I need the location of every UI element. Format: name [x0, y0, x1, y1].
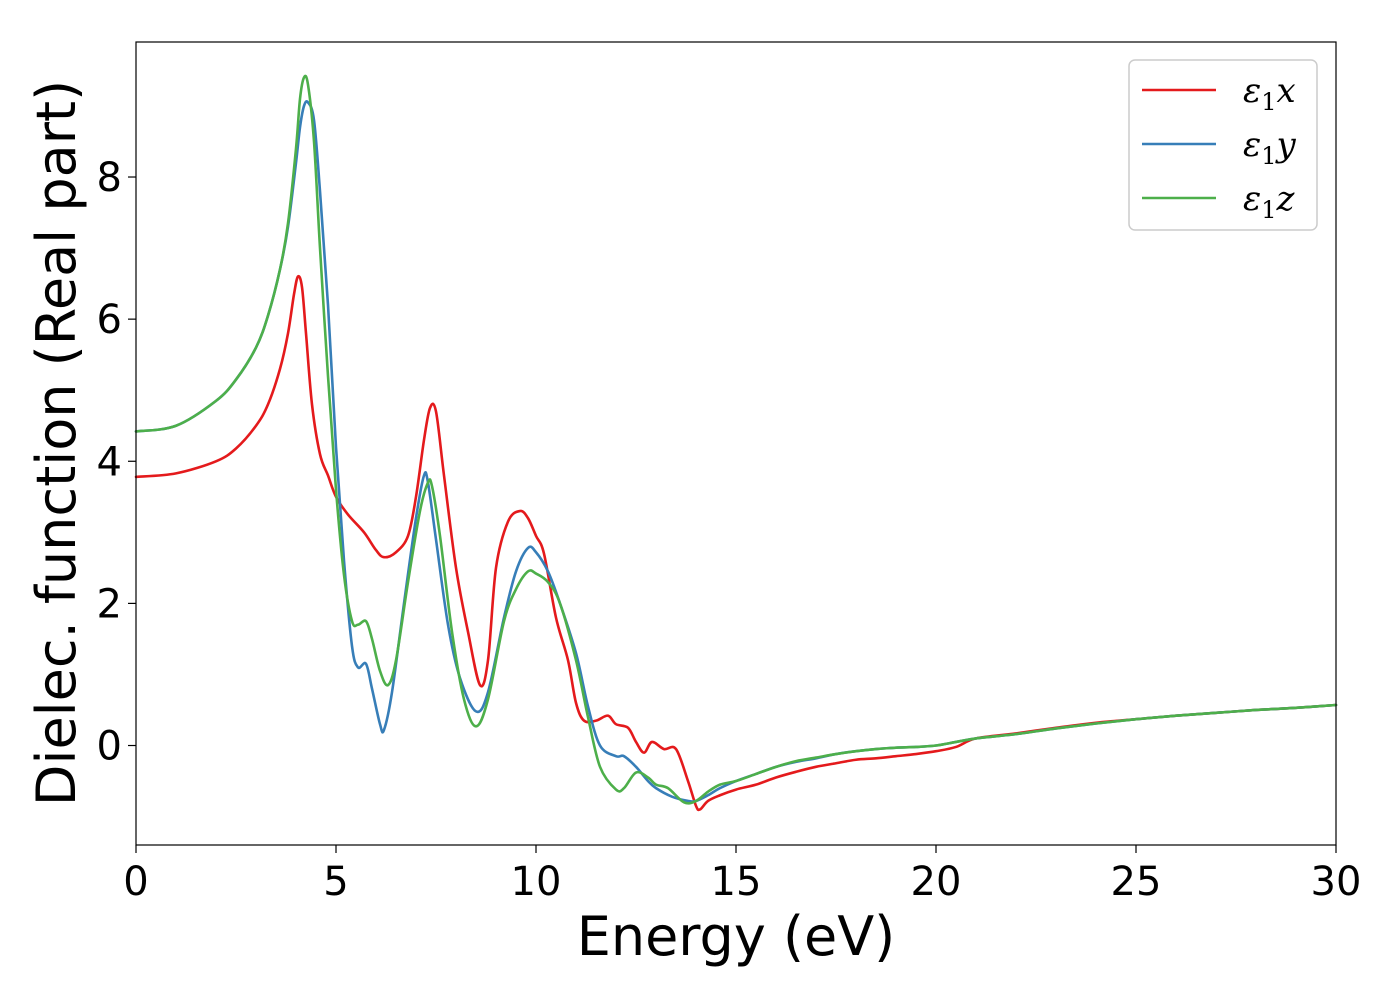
- legend-entries: ε1x ε1y ε1z: [1142, 71, 1297, 224]
- y-tick-label: 6: [97, 297, 122, 343]
- x-tick-label: 20: [911, 859, 962, 905]
- y-tick-label: 0: [97, 724, 122, 770]
- x-tick-label: 15: [711, 859, 762, 905]
- legend-label-x: ε1x: [1243, 71, 1296, 116]
- legend: ε1x ε1y ε1z: [1128, 59, 1318, 231]
- y-tick-label: 2: [97, 581, 122, 627]
- x-tick-label: 5: [323, 859, 348, 905]
- y-axis-ticks: 0 2 4 6 8: [97, 155, 136, 770]
- series-layer: [134, 74, 1338, 812]
- x-axis-ticks: 0 5 10 15 20 25 30: [123, 845, 1361, 905]
- legend-label-z: ε1z: [1243, 179, 1296, 224]
- x-tick-label: 25: [1111, 859, 1162, 905]
- y-axis-label: Dielec. function (Real part): [25, 80, 88, 806]
- legend-label-y: ε1y: [1243, 125, 1297, 170]
- x-axis-label: Energy (eV): [577, 905, 896, 968]
- x-tick-label: 30: [1311, 859, 1362, 905]
- x-tick-label: 10: [511, 859, 562, 905]
- x-tick-label: 0: [123, 859, 148, 905]
- legend-box: [1128, 59, 1318, 231]
- y-tick-label: 4: [97, 439, 122, 485]
- series-line-z: [134, 74, 1338, 805]
- y-tick-label: 8: [97, 155, 122, 201]
- series-line-x: [134, 274, 1338, 812]
